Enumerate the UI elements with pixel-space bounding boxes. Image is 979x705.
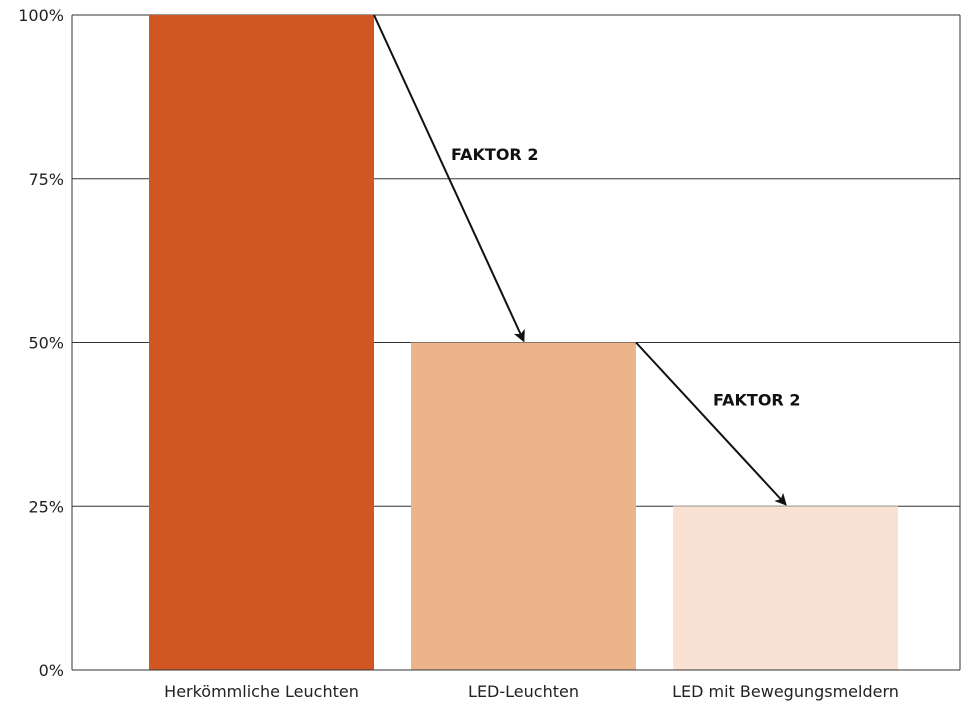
x-tick-label: LED mit Bewegungsmeldern [672,682,899,701]
y-tick-label: 100% [18,6,64,25]
bars [149,15,898,670]
factor-arrow [635,341,787,506]
factor-label: FAKTOR 2 [451,145,538,164]
axes [71,15,961,671]
y-tick-label: 25% [28,497,64,516]
y-tick-label: 50% [28,334,64,353]
tick-labels: 0% 25% 50% 75% 100% Herkömmliche Leuchten LED-… [18,6,899,701]
factor-arrow [373,14,525,343]
factor-label: FAKTOR 2 [713,390,800,409]
bar [149,15,374,670]
bar [411,342,636,670]
x-tick-label: LED-Leuchten [468,682,579,701]
annotations: FAKTOR 2 FAKTOR 2 [373,14,800,506]
y-tick-label: 75% [28,170,64,189]
y-tick-label: 0% [39,661,64,680]
bar [673,506,898,670]
x-tick-label: Herkömmliche Leuchten [164,682,359,701]
